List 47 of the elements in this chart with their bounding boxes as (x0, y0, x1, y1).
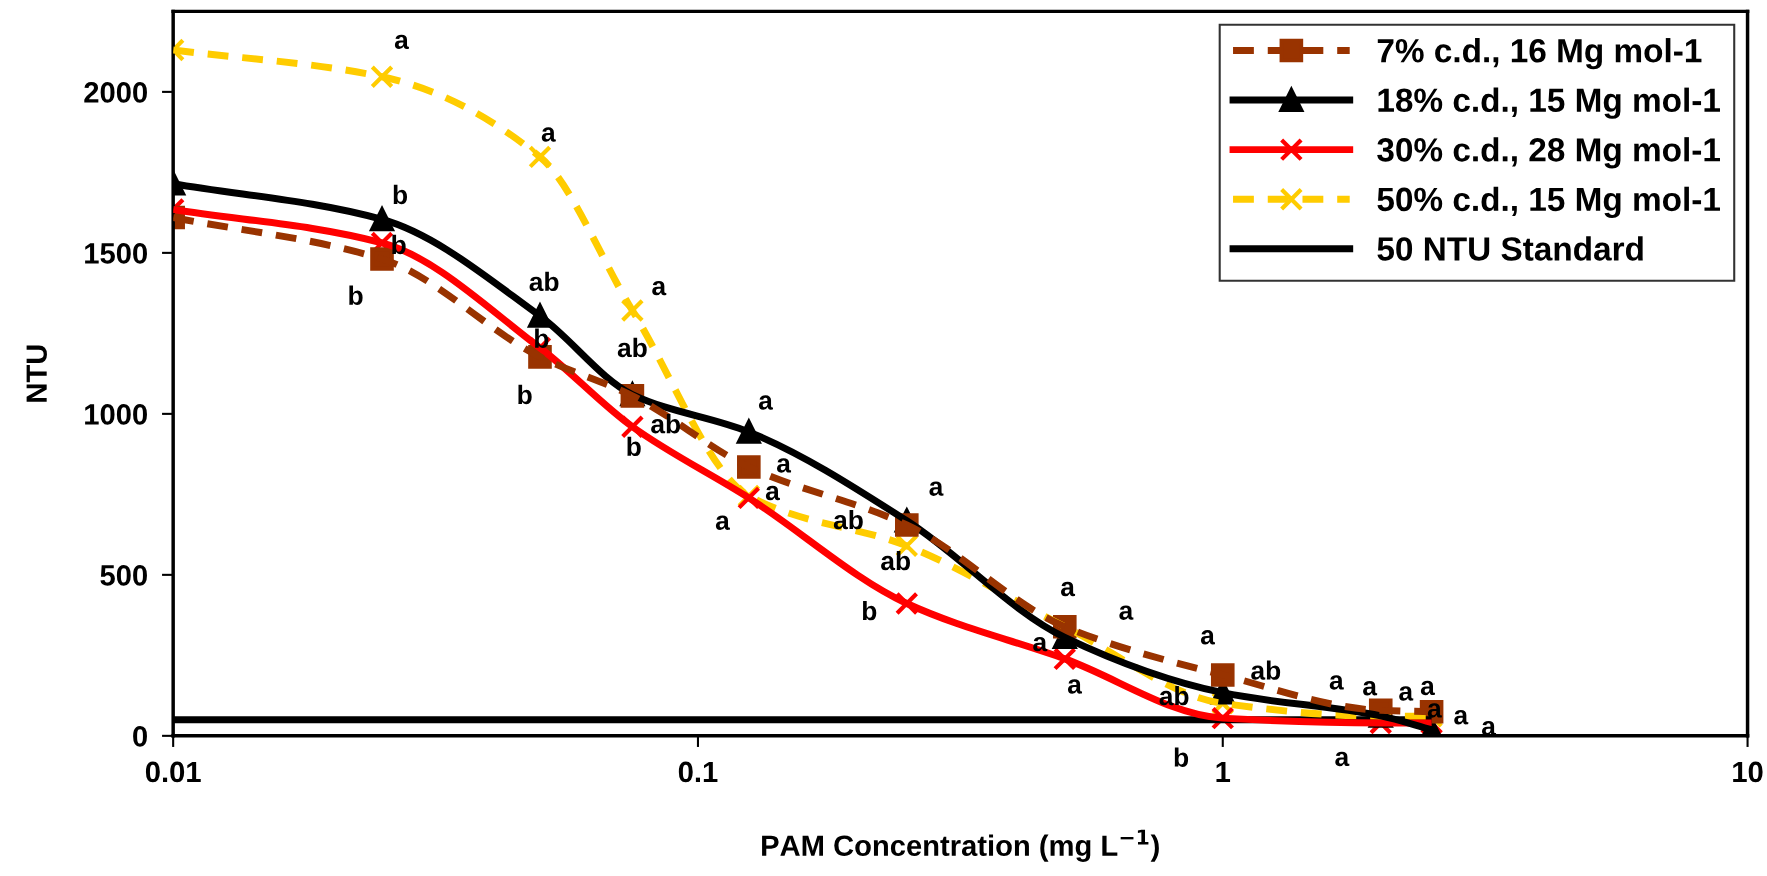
legend-label: 30% c.d., 28 Mg mol-1 (1377, 137, 1720, 169)
annotation: ab (651, 414, 681, 434)
legend-label: 18% c.d., 15 Mg mol-1 (1378, 87, 1720, 119)
annotation: ab (529, 271, 559, 292)
annotation: a (1399, 686, 1414, 701)
y-tick-label: 0 (133, 726, 147, 747)
annotation: ab (881, 550, 911, 571)
annotation: a (715, 515, 730, 530)
annotation: a (1061, 581, 1076, 597)
annotation: b (627, 436, 641, 457)
annotation: a (765, 485, 780, 501)
annotation: b (349, 285, 363, 305)
y-tick-label: 1000 (85, 404, 147, 425)
annotation: a (652, 280, 667, 296)
annotation: a (929, 481, 944, 496)
x-tick-label: 1 (1216, 761, 1231, 782)
legend-label: 50% c.d., 15 Mg mol-1 (1377, 186, 1720, 218)
annotation: a (1427, 703, 1442, 718)
annotation: a (1335, 751, 1350, 767)
x-tick-label: 0.01 (145, 761, 201, 783)
annotation: ab (833, 509, 863, 530)
annotation: b (1174, 747, 1189, 767)
x-axis-title: PAM Concentration (mg L$^{−1}$) (762, 829, 1159, 862)
annotation: a (1200, 630, 1215, 645)
annotation: a (1363, 681, 1378, 696)
annotation: a (394, 34, 409, 50)
annotation: a (1067, 679, 1083, 694)
annotation: a (541, 127, 556, 142)
x-tick-label: 10 (1733, 761, 1763, 783)
annotation: a (1454, 710, 1469, 725)
x-tick-label: 0.1 (678, 761, 718, 783)
y-tick-label: 2000 (84, 82, 147, 103)
annotation: b (393, 184, 408, 205)
legend-label: 50 NTU Standard (1377, 236, 1643, 261)
annotation: ab (617, 337, 647, 358)
y-tick-label: 1500 (85, 243, 147, 264)
annotation: ab (1251, 660, 1281, 680)
annotation: b (862, 600, 877, 621)
annotation: a (758, 395, 773, 410)
legend-label: 7% c.d., 16 Mg mol-1 (1377, 38, 1702, 70)
annotation: a (1420, 680, 1435, 696)
annotation: b (518, 384, 532, 405)
annotation: a (776, 458, 792, 473)
y-tick-label: 500 (100, 565, 147, 586)
y-axis-title: NTU (26, 345, 47, 402)
annotation: a (1119, 605, 1134, 620)
annotation: a (1329, 675, 1344, 690)
